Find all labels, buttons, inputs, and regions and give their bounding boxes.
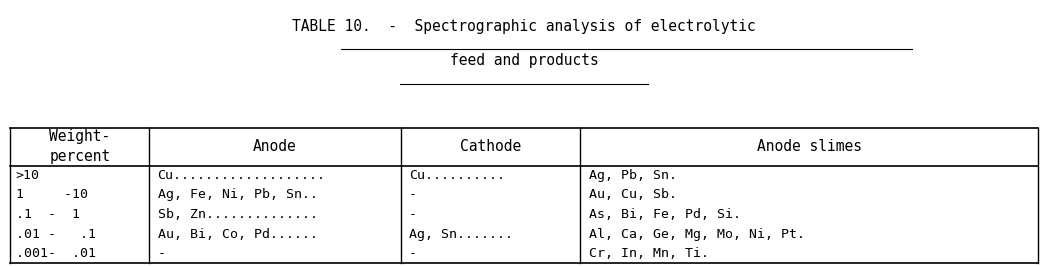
Text: Au, Bi, Co, Pd......: Au, Bi, Co, Pd...... [157,227,318,240]
Text: Sb, Zn..............: Sb, Zn.............. [157,208,318,221]
Text: 1     -10: 1 -10 [16,189,88,201]
Text: -: - [409,247,417,260]
Text: -: - [409,208,417,221]
Text: >10: >10 [16,169,40,182]
Text: Cu..........: Cu.......... [409,169,505,182]
Text: Ag, Sn.......: Ag, Sn....... [409,227,514,240]
Text: Ag, Pb, Sn.: Ag, Pb, Sn. [589,169,677,182]
Text: Anode slimes: Anode slimes [757,139,861,154]
Text: As, Bi, Fe, Pd, Si.: As, Bi, Fe, Pd, Si. [589,208,741,221]
Text: -: - [409,189,417,201]
Text: Al, Ca, Ge, Mg, Mo, Ni, Pt.: Al, Ca, Ge, Mg, Mo, Ni, Pt. [589,227,805,240]
Text: Cathode: Cathode [460,139,521,154]
Text: Cu...................: Cu................... [157,169,326,182]
Text: .001-  .01: .001- .01 [16,247,95,260]
Text: TABLE 10.  -  Spectrographic analysis of electrolytic: TABLE 10. - Spectrographic analysis of e… [292,19,756,34]
Text: Ag, Fe, Ni, Pb, Sn..: Ag, Fe, Ni, Pb, Sn.. [157,189,318,201]
Text: Anode: Anode [253,139,297,154]
Text: Au, Cu, Sb.: Au, Cu, Sb. [589,189,677,201]
Text: .01 -   .1: .01 - .1 [16,227,95,240]
Text: Weight-
percent: Weight- percent [49,129,110,164]
Text: -: - [157,247,166,260]
Text: .1  -  1: .1 - 1 [16,208,80,221]
Text: feed and products: feed and products [450,53,598,68]
Text: Cr, In, Mn, Ti.: Cr, In, Mn, Ti. [589,247,708,260]
